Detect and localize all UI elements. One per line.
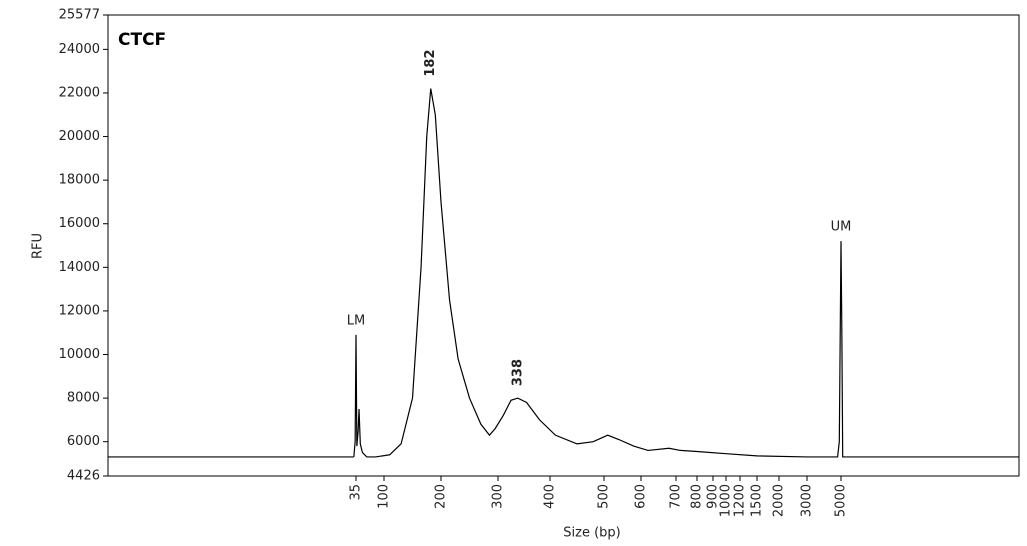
y-tick-label: 4426 <box>67 469 100 484</box>
y-tick-label: 12000 <box>59 303 100 318</box>
y-tick-label: 10000 <box>59 347 100 362</box>
y-tick-label: 14000 <box>59 260 100 275</box>
plot-frame <box>107 14 1020 477</box>
x-axis-label: Size (bp) <box>563 526 620 541</box>
x-tick-label: 100 <box>377 484 392 509</box>
peak-label: 182 <box>423 49 438 76</box>
x-tick-label: 3000 <box>800 484 815 517</box>
y-axis-label: RFU <box>31 233 46 259</box>
chart-title: CTCF <box>118 30 166 50</box>
x-tick-label: 5000 <box>834 484 849 517</box>
y-tick-label: 18000 <box>59 173 100 188</box>
y-tick-label: 20000 <box>59 129 100 144</box>
x-tick-label: 35 <box>349 484 364 501</box>
x-tick-label: 1500 <box>750 484 765 517</box>
x-tick-label: 700 <box>669 484 684 509</box>
y-tick-label: 22000 <box>59 85 100 100</box>
y-tick-label: 24000 <box>59 42 100 57</box>
x-tick-label: 800 <box>690 484 705 509</box>
x-tick-label: 2000 <box>772 484 787 517</box>
trace <box>353 88 847 458</box>
y-tick-label: 16000 <box>59 216 100 231</box>
x-tick-label: 600 <box>634 484 649 509</box>
peak-label: LM <box>347 313 365 328</box>
x-tick-label: 1000 <box>719 484 734 517</box>
x-tick-label: 1200 <box>733 484 748 517</box>
peak-label: 338 <box>510 359 525 386</box>
y-tick-label: 6000 <box>67 434 100 449</box>
x-tick-label: 300 <box>491 484 506 509</box>
x-tick-label: 200 <box>434 484 449 509</box>
x-tick-label: 900 <box>706 484 721 509</box>
y-tick-label: 8000 <box>67 391 100 406</box>
peak-label: UM <box>831 220 852 235</box>
x-tick-label: 500 <box>597 484 612 509</box>
y-tick-label: 25577 <box>59 8 100 23</box>
x-tick-label: 400 <box>543 484 558 509</box>
